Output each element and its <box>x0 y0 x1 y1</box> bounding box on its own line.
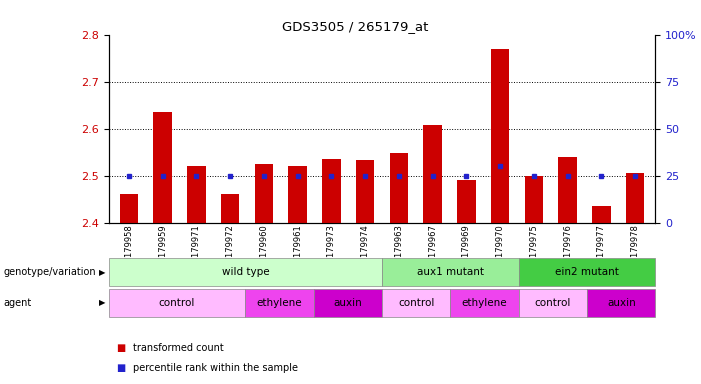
Bar <box>356 160 374 223</box>
Title: GDS3505 / 265179_at: GDS3505 / 265179_at <box>282 20 428 33</box>
Text: ethylene: ethylene <box>257 298 302 308</box>
Text: ein2 mutant: ein2 mutant <box>555 267 619 277</box>
Bar <box>592 206 611 223</box>
Text: ▶: ▶ <box>99 298 105 307</box>
Bar <box>120 194 138 223</box>
Bar <box>423 125 442 223</box>
Bar <box>457 180 476 223</box>
Text: ■: ■ <box>116 363 125 373</box>
Text: aux1 mutant: aux1 mutant <box>417 267 484 277</box>
Bar <box>187 166 205 223</box>
Text: ethylene: ethylene <box>462 298 508 308</box>
Text: ▶: ▶ <box>99 268 105 276</box>
Text: transformed count: transformed count <box>133 343 224 353</box>
Text: auxin: auxin <box>334 298 362 308</box>
Text: control: control <box>159 298 195 308</box>
Bar <box>154 112 172 223</box>
Bar <box>322 159 341 223</box>
Bar <box>221 194 240 223</box>
Text: genotype/variation: genotype/variation <box>4 267 96 277</box>
Bar <box>626 173 644 223</box>
Text: agent: agent <box>4 298 32 308</box>
Text: percentile rank within the sample: percentile rank within the sample <box>133 363 298 373</box>
Text: auxin: auxin <box>607 298 636 308</box>
Text: ■: ■ <box>116 343 125 353</box>
Text: wild type: wild type <box>222 267 269 277</box>
Bar <box>254 164 273 223</box>
Bar <box>288 166 307 223</box>
Bar <box>559 157 577 223</box>
Text: control: control <box>535 298 571 308</box>
Text: control: control <box>398 298 435 308</box>
Bar <box>491 49 510 223</box>
Bar <box>390 153 408 223</box>
Bar <box>524 176 543 223</box>
